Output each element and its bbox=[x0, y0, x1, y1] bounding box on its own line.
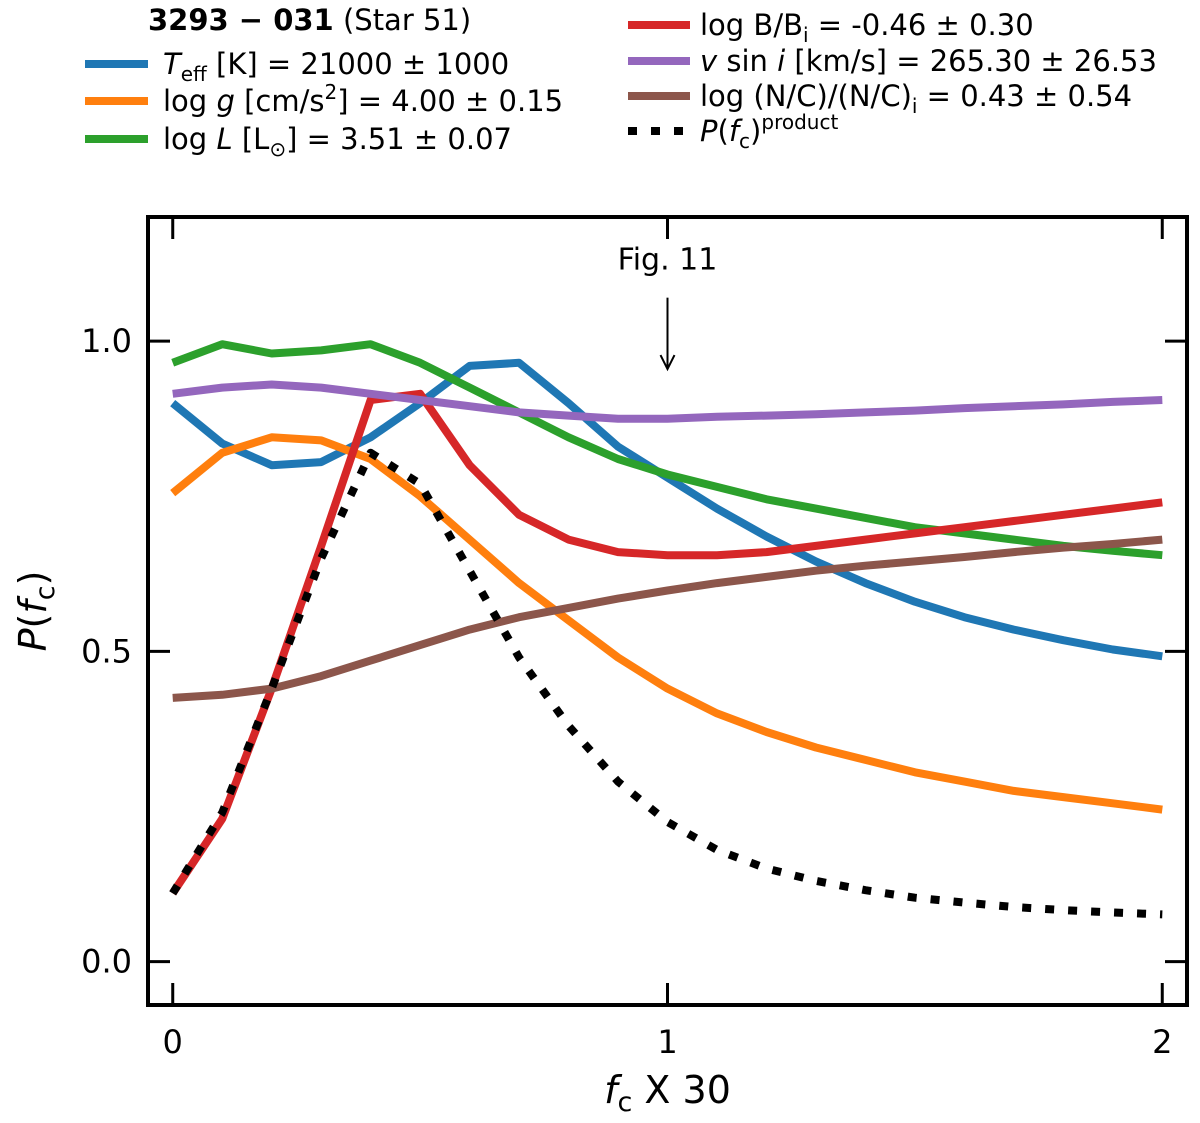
legend-label-product: P(fc)product bbox=[700, 110, 838, 153]
series-line-nc bbox=[172, 535, 1163, 702]
y-axis-label-group: P(fc) bbox=[11, 571, 61, 652]
y-axis-label: P(fc) bbox=[11, 571, 61, 652]
annotation-arrow-head bbox=[659, 354, 676, 372]
x-tick-label: 2 bbox=[1152, 1023, 1172, 1061]
legend-label-logb: log B/Bi = -0.46 ± 0.30 bbox=[700, 8, 1034, 47]
annotation-text: Fig. 11 bbox=[618, 243, 718, 278]
y-tick-label: 0.5 bbox=[81, 632, 132, 670]
legend: 3293 − 031 (Star 51) Teff [K] = 21000 ± 1… bbox=[85, 3, 1157, 161]
y-tick-label: 1.0 bbox=[81, 322, 132, 360]
plot-area bbox=[169, 340, 1163, 919]
legend-title: 3293 − 031 (Star 51) bbox=[148, 3, 471, 37]
x-tick-label: 1 bbox=[657, 1023, 677, 1061]
legend-label-vsini: v sin i [km/s] = 265.30 ± 26.53 bbox=[700, 44, 1157, 78]
x-axis-label: fc X 30 bbox=[604, 1068, 731, 1118]
series-line-logl bbox=[171, 340, 1163, 560]
legend-label-logg: log g [cm/s2] = 4.00 ± 0.15 bbox=[163, 80, 563, 118]
axes: 0 1 2 0.0 0.5 1.0 fc X 30 P(fc) Fig. 11 bbox=[11, 215, 1189, 1118]
legend-label-nc: log (N/C)/(N/C)i = 0.43 ± 0.54 bbox=[700, 79, 1132, 118]
series-line-logb bbox=[169, 389, 1163, 896]
y-tick-label: 0.0 bbox=[81, 943, 132, 981]
x-tick-label: 0 bbox=[163, 1023, 183, 1061]
legend-label-teff: Teff [K] = 21000 ± 1000 bbox=[163, 47, 509, 86]
series-line-vsini bbox=[172, 380, 1163, 423]
series-line-logg bbox=[170, 433, 1163, 814]
legend-label-logl: log L [L⊙] = 3.51 ± 0.07 bbox=[163, 122, 512, 161]
